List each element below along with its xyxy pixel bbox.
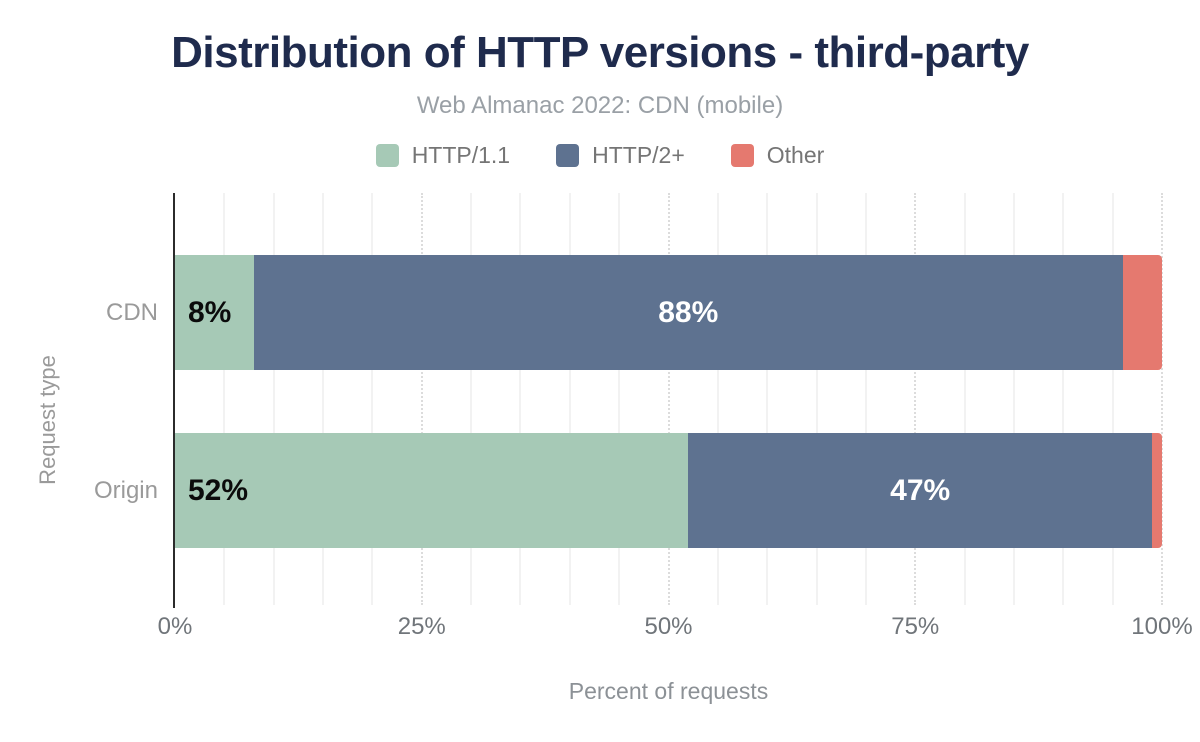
- gridline-minor: [716, 193, 719, 605]
- chart-subtitle: Web Almanac 2022: CDN (mobile): [416, 92, 784, 119]
- legend-swatch-icon: [375, 144, 399, 167]
- bar-segment-origin-http-1-1: 52%: [175, 433, 689, 548]
- gridline-minor: [322, 193, 325, 605]
- gridline-minor: [963, 193, 966, 605]
- x-tick-label-50: 50%: [644, 613, 693, 640]
- gridline-major: [420, 193, 423, 605]
- x-axis-title: Percent of requests: [568, 678, 769, 704]
- gridline-minor: [766, 193, 769, 605]
- gridline-minor: [618, 193, 621, 605]
- gridline-minor: [470, 193, 473, 605]
- gridline-major: [667, 193, 670, 605]
- legend-label: Other: [766, 142, 825, 168]
- bar-value-label: 88%: [658, 295, 719, 329]
- legend-swatch-icon: [730, 144, 754, 167]
- x-tick-label-75: 75%: [891, 613, 940, 640]
- gridline-minor: [1062, 193, 1065, 605]
- bar-row-cdn: 8% 88%: [175, 255, 1162, 370]
- gridline-major: [914, 193, 917, 605]
- bar-value-label: 52%: [188, 473, 249, 507]
- bar-segment-cdn-http-2-: 88%: [253, 255, 1123, 370]
- gridline-minor: [1111, 193, 1114, 605]
- gridline-minor: [815, 193, 818, 605]
- legend-item-other: Other: [730, 142, 825, 169]
- bar-segment-cdn-http-1-1: 8%: [175, 255, 254, 370]
- bar-value-label: 47%: [890, 473, 951, 507]
- gridline-minor: [519, 193, 522, 605]
- bar-segment-cdn-other: [1122, 255, 1162, 370]
- chart-title: Distribution of HTTP versions - third-pa…: [171, 28, 1029, 77]
- x-tick-label-0: 0%: [157, 613, 193, 640]
- legend-swatch-icon: [556, 144, 580, 167]
- y-axis-title: Request type: [35, 355, 60, 485]
- x-tick-label-100: 100%: [1131, 613, 1193, 640]
- gridline-minor: [371, 193, 374, 605]
- legend-label: HTTP/1.1: [411, 142, 511, 168]
- legend-item-http-2-: HTTP/2+: [556, 142, 685, 169]
- bar-value-label: 8%: [188, 295, 232, 329]
- gridline-major: [1161, 193, 1163, 605]
- bar-segment-origin-other: [1152, 433, 1162, 548]
- gridline-minor: [1012, 193, 1015, 605]
- category-label-cdn: CDN: [106, 299, 158, 326]
- x-tick-label-25: 25%: [397, 613, 446, 640]
- bar-segment-origin-http-2-: 47%: [688, 433, 1153, 548]
- gridline-minor: [864, 193, 867, 605]
- gridline-minor: [223, 193, 226, 605]
- gridline-minor: [568, 193, 571, 605]
- category-label-origin: Origin: [93, 477, 158, 504]
- legend-item-http-1-1: HTTP/1.1: [375, 142, 511, 169]
- legend: HTTP/1.1 HTTP/2+ Other: [0, 142, 1200, 169]
- gridline-minor: [272, 193, 275, 605]
- legend-label: HTTP/2+: [592, 142, 685, 168]
- y-axis-line: [173, 193, 175, 608]
- bar-row-origin: 52% 47%: [175, 433, 1162, 548]
- plot-area: 8% 88% 52% 47%: [175, 193, 1163, 605]
